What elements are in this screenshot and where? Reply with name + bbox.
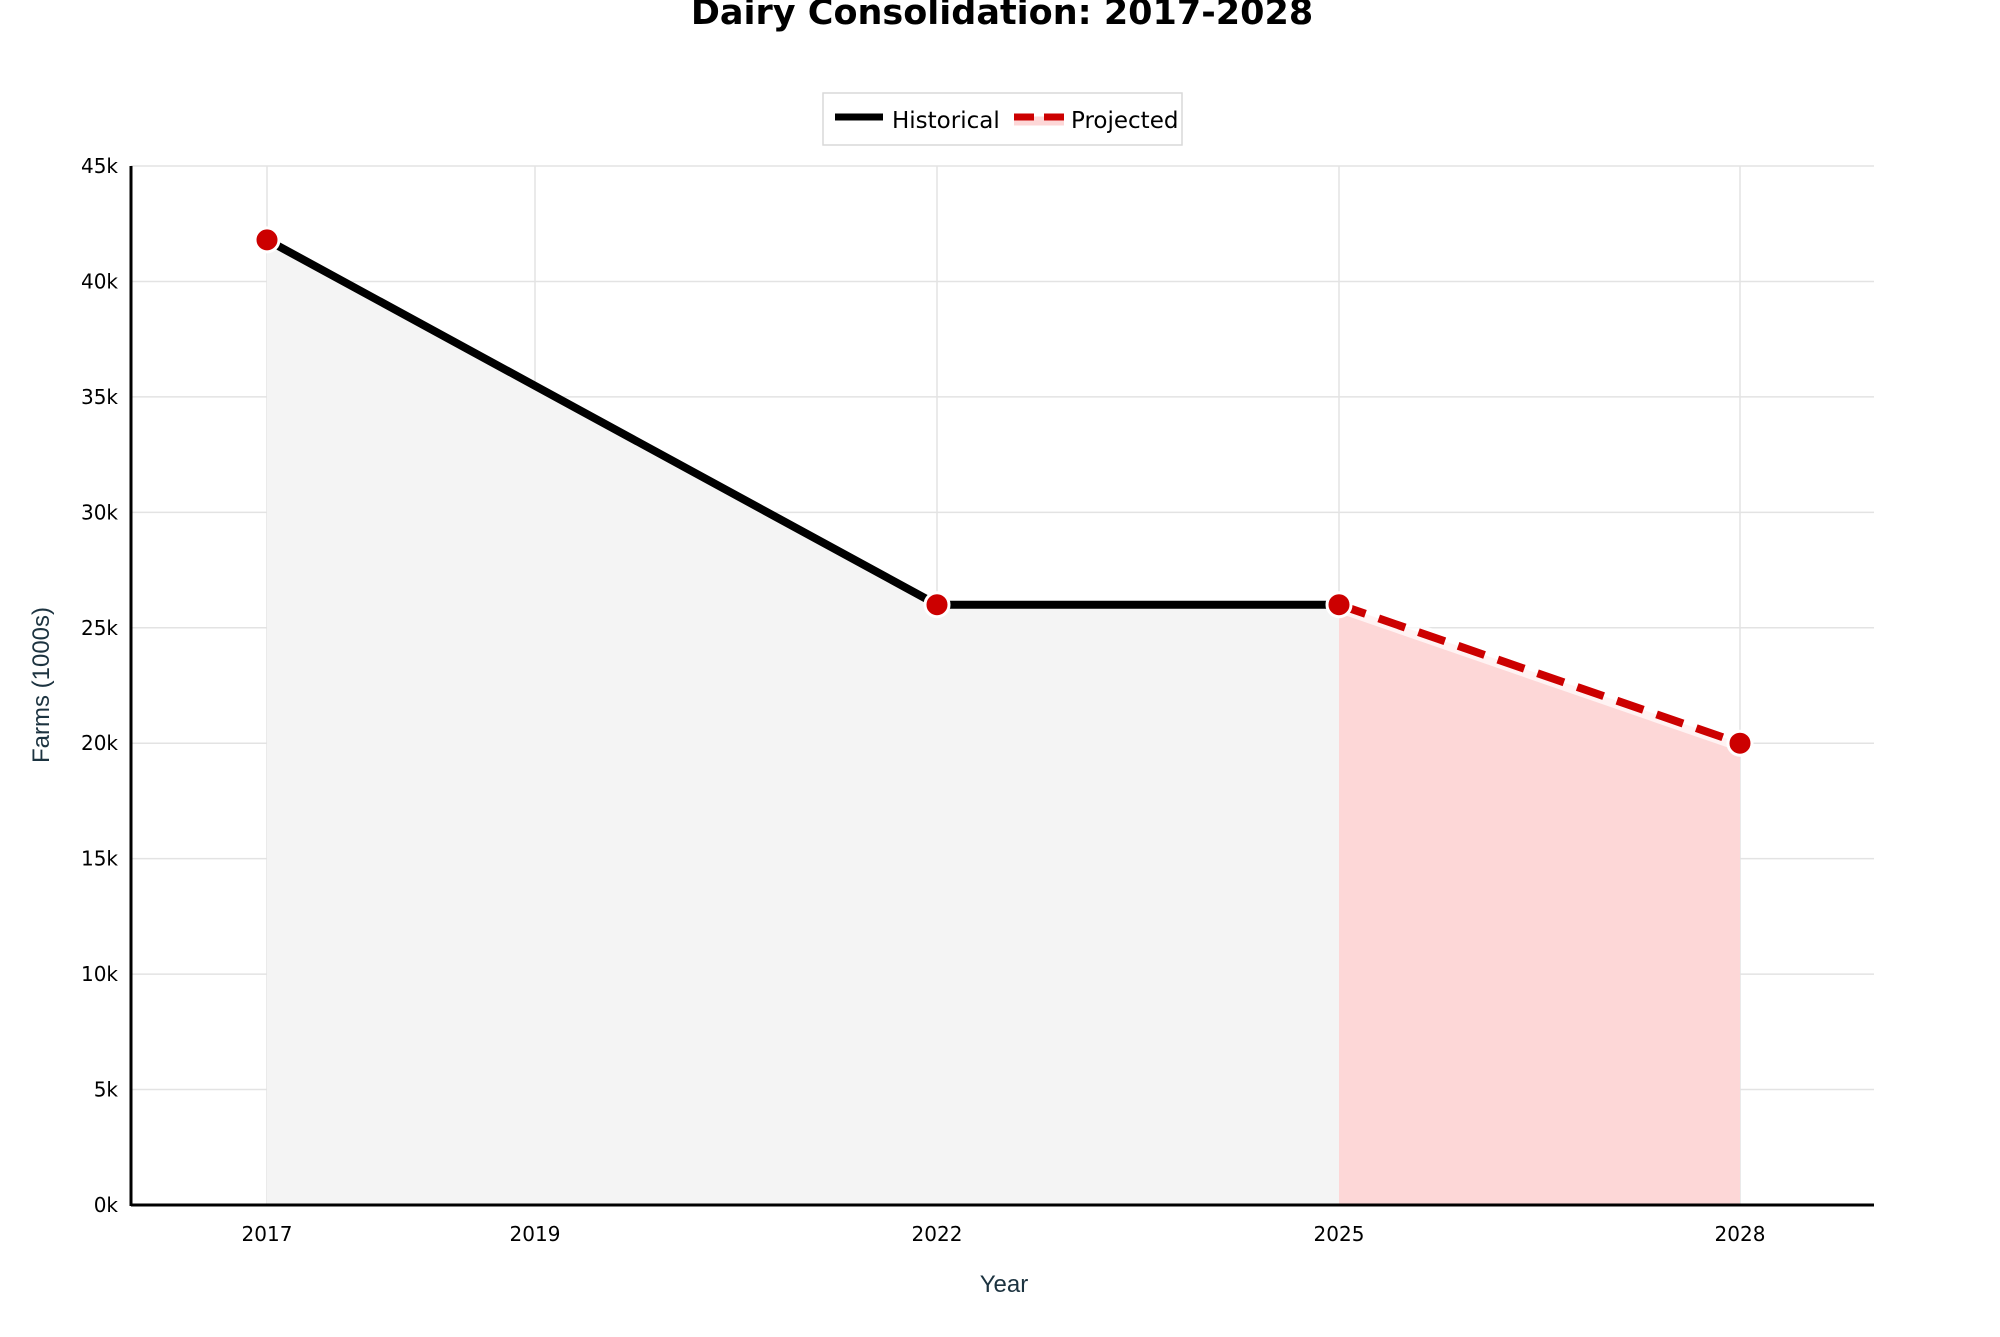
x-tick-label: 2019 [510, 1222, 561, 1246]
y-tick-label: 5k [94, 1078, 119, 1102]
x-tick-label: 2017 [242, 1222, 293, 1246]
data-point [923, 591, 951, 619]
x-tick-label: 2028 [1715, 1222, 1766, 1246]
y-tick-label: 10k [81, 962, 118, 986]
legend-projected-label: Projected [1071, 108, 1178, 134]
data-point [1726, 729, 1754, 757]
y-tick-label: 0k [94, 1193, 119, 1217]
area-fills [267, 239, 1740, 1205]
data-markers [253, 226, 1754, 757]
legend-historical-label: Historical [892, 108, 1000, 134]
data-point [1325, 591, 1353, 619]
legend: Historical Projected [822, 92, 1183, 146]
area-projected [1339, 604, 1740, 1205]
y-tick-label: 30k [81, 500, 118, 524]
y-tick-label: 45k [81, 154, 118, 178]
y-tick-label: 25k [81, 616, 118, 640]
y-tick-label: 35k [81, 385, 118, 409]
x-axis-title: Year [980, 1271, 1029, 1298]
area-historical [267, 239, 1339, 1205]
x-tick-labels: 2017 2019 2022 2025 2028 [242, 1222, 1766, 1246]
x-tick-label: 2025 [1314, 1222, 1365, 1246]
chart-title: Dairy Consolidation: 2017-2028 [691, 0, 1313, 33]
y-axis-title: Farms (1000s) [28, 607, 55, 763]
y-tick-label: 40k [81, 269, 118, 293]
data-point [253, 226, 281, 254]
y-tick-label: 15k [81, 847, 118, 871]
y-tick-labels: 0k 5k 10k 15k 20k 25k 30k 35k 40k 45k [81, 154, 118, 1217]
x-tick-label: 2022 [912, 1222, 963, 1246]
line-projected [1337, 600, 1742, 748]
y-tick-label: 20k [81, 731, 118, 755]
